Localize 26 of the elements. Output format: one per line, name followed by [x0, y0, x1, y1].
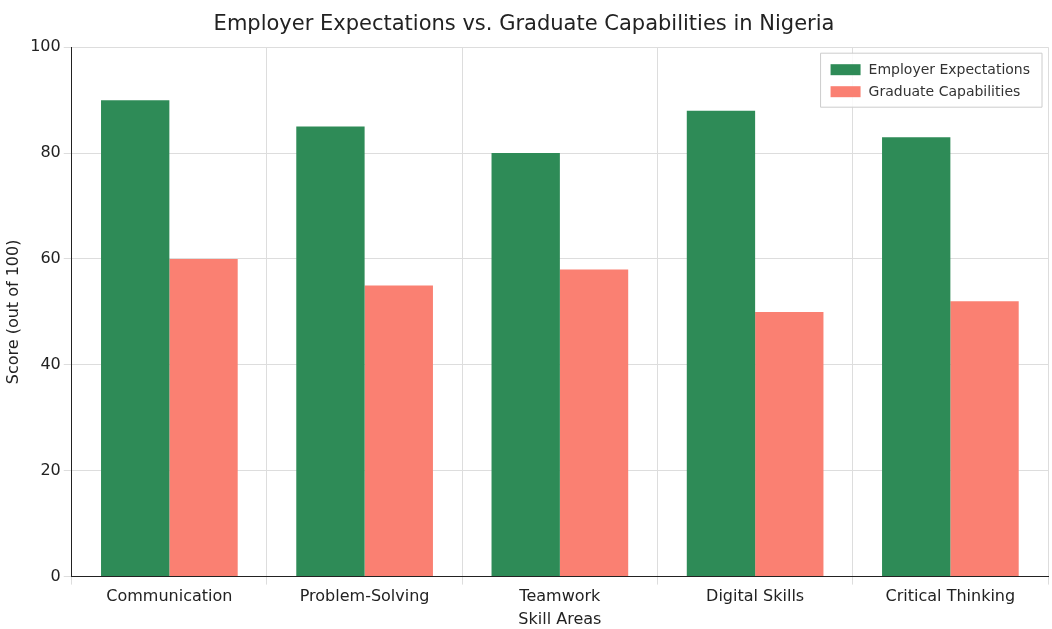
y-tick-label: 0: [50, 565, 61, 585]
y-tick-label: 60: [40, 248, 61, 268]
y-axis-title: Score (out of 100): [2, 239, 22, 385]
y-tick-label: 20: [40, 459, 61, 479]
y-tick-label: 80: [40, 142, 61, 162]
x-tick-label: Critical Thinking: [885, 586, 1016, 606]
x-tick-label: Communication: [106, 586, 233, 606]
y-tick-label: 100: [30, 36, 61, 56]
x-tick-label: Teamwork: [518, 586, 602, 606]
legend-label: Graduate Capabilities: [868, 82, 1021, 99]
bar: [950, 301, 1019, 577]
bar: [169, 258, 238, 577]
y-tick-label: 40: [40, 354, 61, 373]
bar: [686, 110, 756, 577]
bar: [296, 126, 365, 577]
x-tick-label: Problem-Solving: [299, 586, 430, 606]
bar: [882, 137, 951, 577]
bar: [101, 100, 170, 577]
bar: [491, 153, 560, 577]
x-tick-label: Digital Skills: [706, 586, 805, 606]
bar: [364, 285, 433, 577]
bar: [559, 269, 629, 577]
legend-label: Employer Expectations: [868, 60, 1030, 77]
bar: [755, 311, 824, 577]
x-axis-title: Skill Areas: [518, 608, 602, 628]
chart-title: Employer Expectations vs. Graduate Capabilities in Nigeria: [213, 11, 835, 36]
